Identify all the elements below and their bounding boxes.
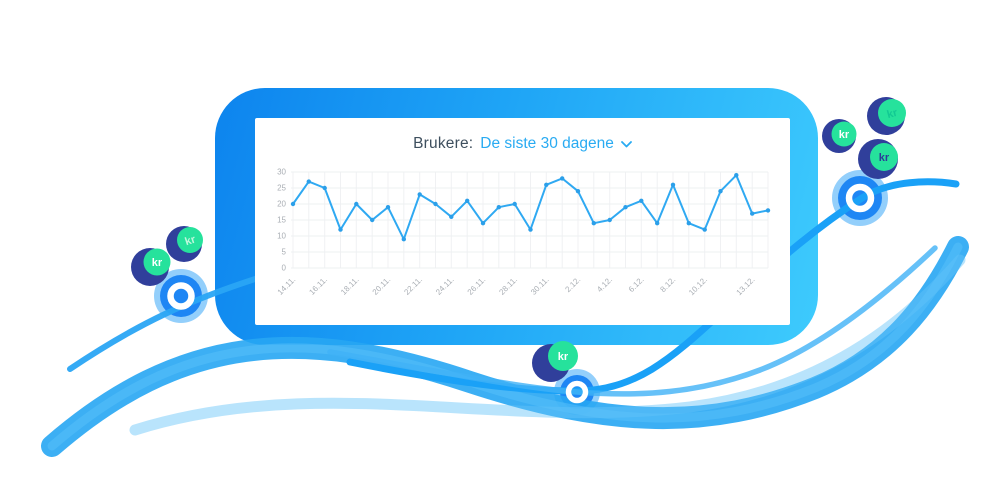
ring-marker-left-ring [167,282,195,310]
chevron-down-icon [620,140,632,147]
svg-text:20.11.: 20.11. [371,275,393,297]
svg-text:kr: kr [558,351,569,363]
svg-text:2.12.: 2.12. [563,275,582,294]
chart-title-label: Brukere: [413,135,474,152]
svg-text:kr: kr [152,257,163,269]
svg-text:22.11.: 22.11. [402,275,424,297]
svg-text:kr: kr [184,233,198,248]
svg-text:6.12.: 6.12. [627,275,646,294]
svg-text:20: 20 [277,200,286,209]
svg-text:kr: kr [839,129,850,141]
kr-coin-right-top: kr [867,97,906,135]
ring-marker-center-base [554,369,600,415]
ring-marker-right-ring [845,183,875,213]
svg-text:28.11.: 28.11. [497,275,519,297]
svg-text:10.12.: 10.12. [687,275,709,297]
svg-text:24.11.: 24.11. [434,275,456,297]
svg-text:8.12.: 8.12. [658,275,677,294]
kr-coin-left-back: kr [166,226,203,262]
date-range-dropdown[interactable]: De siste 30 dagene [480,135,632,153]
kr-coin-right-mid: kr [858,139,898,179]
svg-text:0: 0 [282,264,287,273]
chart-title: Brukere: De siste 30 dagene [255,135,790,153]
svg-text:14.11.: 14.11. [276,275,298,297]
ring-marker-left-base [154,269,208,323]
svg-text:25: 25 [277,184,286,193]
chart-panel: Brukere: De siste 30 dagene 0 5 10 15 20 25 30… [255,118,790,325]
svg-text:30: 30 [277,168,286,177]
svg-text:30.11.: 30.11. [529,275,551,297]
kr-coin-right-side: kr [822,119,857,153]
svg-text:5: 5 [282,248,287,257]
line-chart: 0 5 10 15 20 25 30 14.11. 16.11. 18.11. 20.11. 22.1… [276,168,771,297]
svg-text:15: 15 [277,216,286,225]
svg-text:kr: kr [879,152,890,164]
kr-coin-bottom: kr [532,341,578,382]
date-range-value: De siste 30 dagene [480,135,614,152]
svg-text:4.12.: 4.12. [595,275,614,294]
kr-coin-left-front: kr [131,248,171,286]
svg-text:10: 10 [277,232,286,241]
svg-text:26.11.: 26.11. [466,275,488,297]
svg-text:16.11.: 16.11. [307,275,329,297]
ring-marker-center-ring [565,380,589,404]
svg-text:kr: kr [886,107,900,121]
svg-text:13.12.: 13.12. [735,275,757,297]
ring-marker-right-base [832,170,888,226]
svg-text:18.11.: 18.11. [339,275,361,297]
